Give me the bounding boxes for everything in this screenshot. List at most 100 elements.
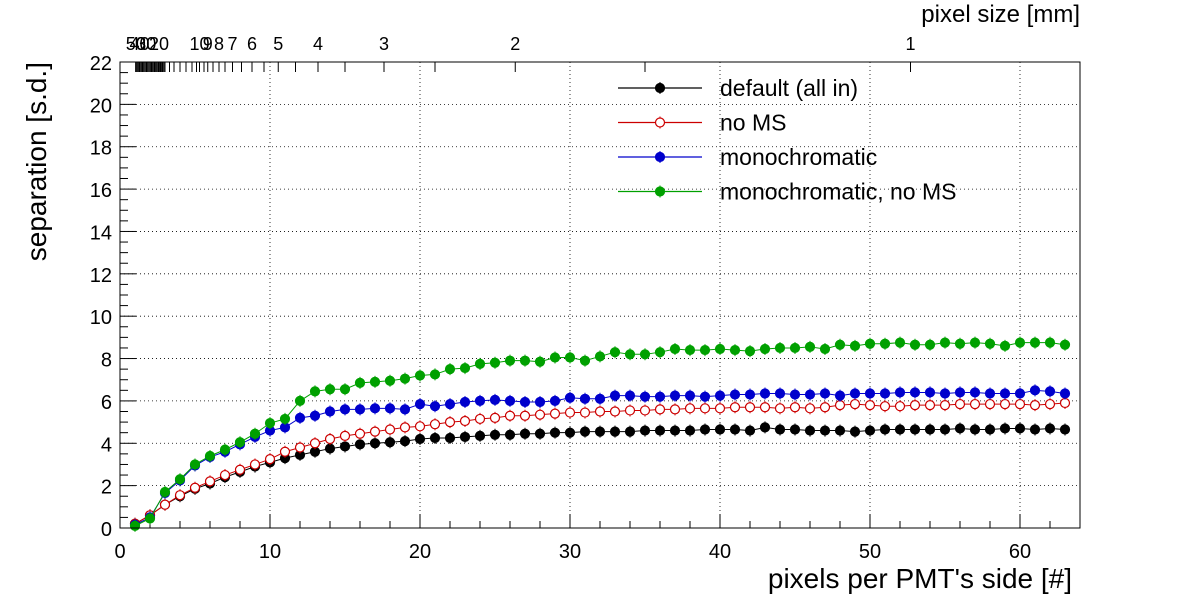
- data-point: [1014, 423, 1026, 434]
- data-point: [639, 391, 651, 402]
- data-point: [504, 410, 516, 421]
- data-point: [609, 406, 621, 417]
- data-point: [504, 355, 516, 366]
- data-point: [939, 400, 951, 411]
- y-tick-label: 6: [101, 392, 112, 414]
- data-point: [864, 338, 876, 349]
- data-point: [399, 436, 411, 447]
- data-point: [564, 392, 576, 403]
- data-point: [834, 400, 846, 411]
- data-point: [774, 342, 786, 354]
- data-point: [834, 425, 846, 436]
- data-point: [414, 433, 426, 445]
- data-point: [849, 388, 861, 399]
- data-point: [129, 520, 141, 531]
- data-point: [729, 344, 741, 356]
- data-point: [624, 426, 636, 437]
- legend-item: monochromatic, no MS: [618, 179, 956, 205]
- plot-frame: [119, 61, 1081, 529]
- data-point: [924, 339, 936, 350]
- data-point: [474, 413, 486, 425]
- data-point: [249, 459, 261, 470]
- data-point: [834, 339, 846, 350]
- data-point: [144, 513, 156, 524]
- data-point: [849, 340, 861, 351]
- data-point: [309, 438, 321, 449]
- data-point: [909, 339, 921, 350]
- data-point: [714, 343, 726, 355]
- data-point: [774, 424, 786, 435]
- y-tick-label: 8: [101, 350, 112, 372]
- data-point: [1059, 424, 1071, 435]
- data-point: [444, 364, 456, 375]
- y-tick-label: 14: [90, 222, 112, 244]
- data-point: [939, 388, 951, 399]
- data-point: [429, 369, 441, 380]
- data-point: [879, 338, 891, 349]
- data-point: [759, 402, 771, 413]
- legend-label: monochromatic: [720, 144, 877, 170]
- data-point: [699, 391, 711, 402]
- data-point: [579, 426, 591, 437]
- data-point: [864, 388, 876, 399]
- data-point: [489, 357, 501, 368]
- data-point: [489, 394, 501, 405]
- data-point: [819, 343, 831, 355]
- data-point: [519, 355, 531, 366]
- data-point: [939, 424, 951, 435]
- data-point: [324, 406, 336, 417]
- data-point: [924, 387, 936, 398]
- legend-item: no MS: [618, 110, 786, 136]
- data-point: [804, 341, 816, 352]
- data-point: [264, 454, 276, 465]
- data-point: [669, 425, 681, 436]
- top-tick-label: 20: [149, 34, 169, 54]
- data-point: [639, 349, 651, 360]
- data-point: [804, 389, 816, 400]
- data-point: [324, 433, 336, 445]
- data-point: [1059, 397, 1071, 409]
- top-tick-label: 2: [510, 34, 520, 54]
- data-point: [774, 403, 786, 414]
- data-point: [1014, 388, 1026, 399]
- data-point: [519, 410, 531, 421]
- series-layer: [129, 336, 1071, 532]
- data-point: [819, 402, 831, 413]
- data-point: [1044, 337, 1056, 348]
- data-point: [654, 425, 666, 436]
- data-point: [189, 482, 201, 493]
- data-point: [624, 349, 636, 360]
- data-point: [834, 390, 846, 401]
- data-point: [1044, 398, 1056, 410]
- data-point: [999, 398, 1011, 410]
- data-point: [684, 344, 696, 356]
- data-point: [954, 398, 966, 410]
- data-point: [414, 398, 426, 410]
- data-point: [534, 396, 546, 408]
- data-point: [339, 441, 351, 452]
- legend-label: default (all in): [720, 75, 858, 101]
- data-point: [399, 373, 411, 384]
- data-point: [549, 427, 561, 438]
- data-point: [249, 428, 261, 439]
- data-point: [534, 356, 546, 367]
- top-tick-label: 40: [129, 34, 149, 54]
- data-point: [894, 337, 906, 348]
- data-point: [609, 426, 621, 437]
- top-tick-label: 5: [273, 34, 283, 54]
- data-point: [819, 425, 831, 436]
- data-point: [774, 388, 786, 399]
- legend-marker: [654, 186, 666, 197]
- x-tick-label: 0: [114, 541, 125, 563]
- data-point: [354, 404, 366, 415]
- data-point: [744, 346, 756, 357]
- data-point: [864, 425, 876, 436]
- data-point: [759, 422, 771, 433]
- data-point: [654, 404, 666, 415]
- data-point: [624, 390, 636, 401]
- data-point: [339, 404, 351, 415]
- data-point: [894, 424, 906, 435]
- data-point: [234, 464, 246, 475]
- data-point: [729, 424, 741, 435]
- data-point: [804, 425, 816, 436]
